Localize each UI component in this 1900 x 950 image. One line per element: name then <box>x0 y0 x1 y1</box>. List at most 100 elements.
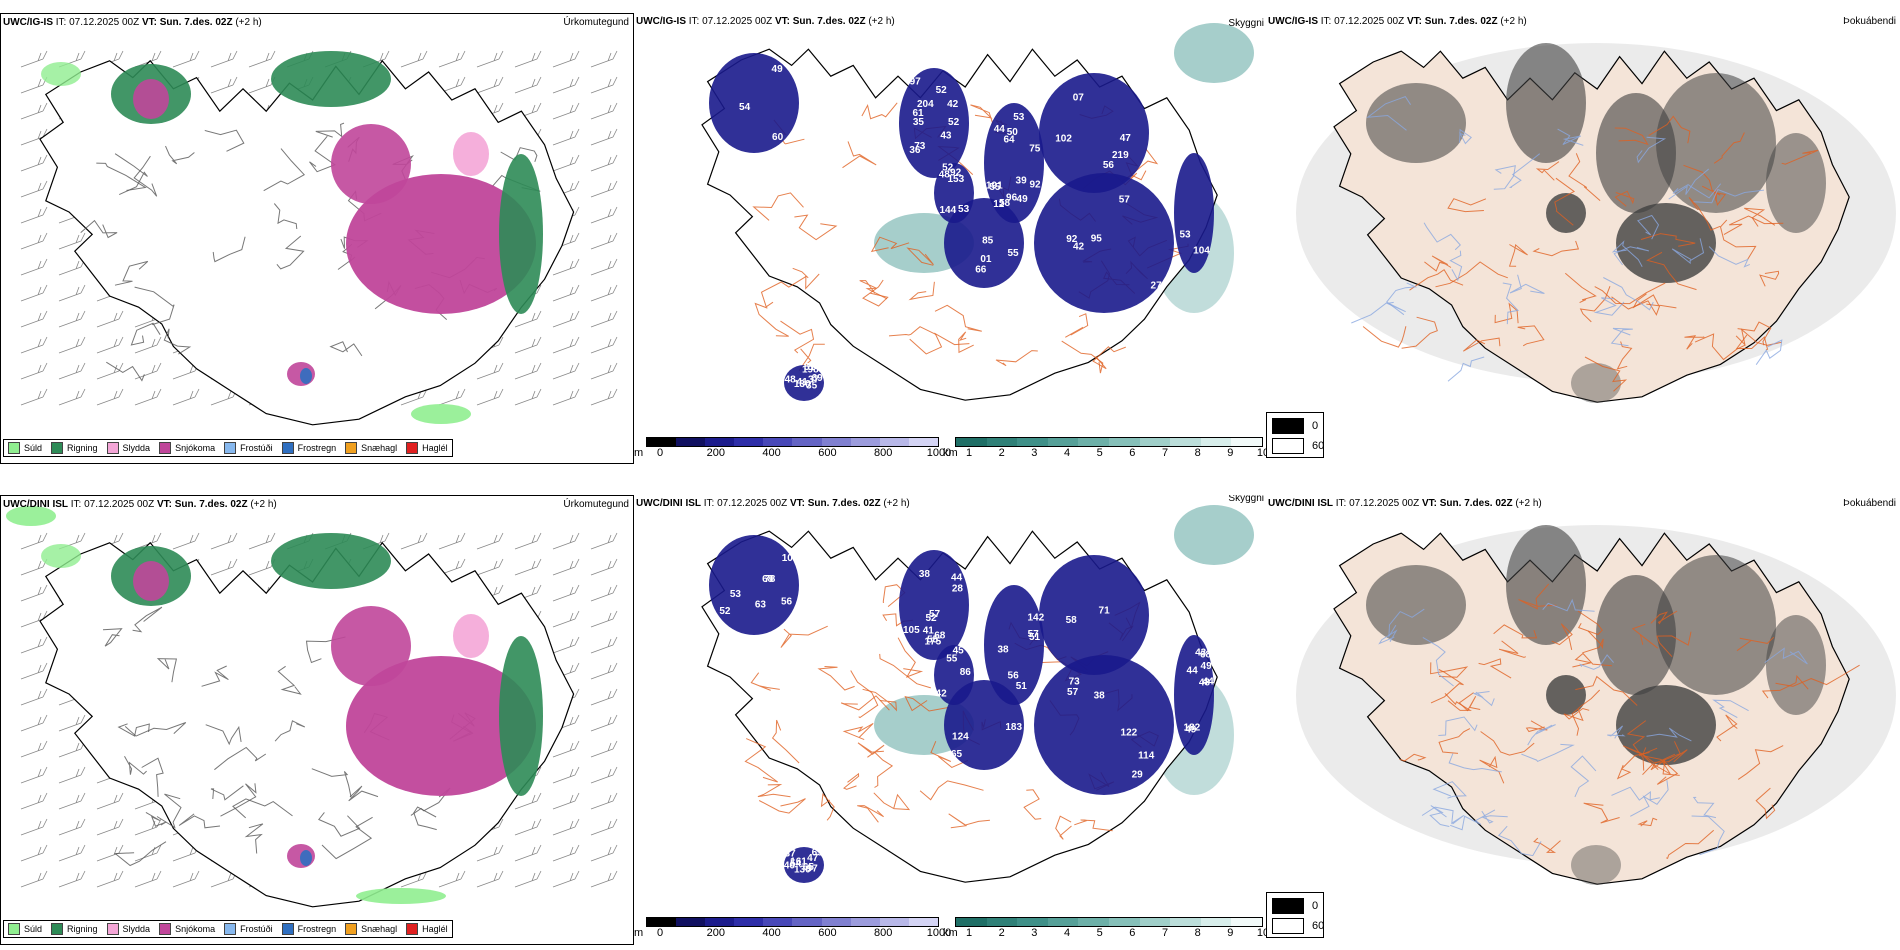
road-line <box>874 751 894 788</box>
wind-barb <box>514 818 542 836</box>
low-ceiling-area <box>1034 655 1174 795</box>
wind-barb <box>20 740 48 758</box>
low-ceiling-area <box>784 847 824 883</box>
fog-swatch-60 <box>1272 438 1304 454</box>
wind-barb <box>96 870 124 888</box>
wind-barb <box>58 714 86 732</box>
legend-swatch <box>51 923 64 935</box>
road-line <box>1533 837 1561 853</box>
ceiling-value-label: 105 <box>903 625 920 636</box>
wind-barb <box>134 388 162 406</box>
road-line <box>1517 325 1545 347</box>
colorbar-segment <box>705 438 735 446</box>
ceiling-value-label: 183 <box>1005 722 1022 733</box>
colorbar-segment <box>879 438 909 446</box>
wind-barb <box>552 532 580 550</box>
colorbar-segment <box>1200 438 1232 446</box>
wind-barb <box>514 50 542 68</box>
colorbar-segment <box>986 438 1018 446</box>
road-line <box>1611 786 1660 801</box>
road-line <box>1691 815 1725 856</box>
wind-barb <box>552 284 580 302</box>
low-ceiling-area <box>1039 73 1149 193</box>
wind-barb <box>20 76 48 94</box>
wind-barb <box>248 532 276 550</box>
road-line <box>1568 153 1601 201</box>
fog-shade <box>1366 83 1466 163</box>
wind-barb <box>552 844 580 862</box>
road-line <box>1737 745 1784 780</box>
colorbar-segment <box>1047 918 1079 926</box>
colorbar-segment <box>986 918 1018 926</box>
ceiling-value-label: 85 <box>982 235 994 246</box>
wind-barb <box>590 206 618 224</box>
wind-barb <box>58 818 86 836</box>
colorbar-segment <box>763 438 793 446</box>
road-line <box>1493 165 1516 190</box>
fog-shade <box>1616 685 1716 765</box>
road-line <box>1636 136 1667 164</box>
ceiling-value-label: 104 <box>1193 245 1210 256</box>
road-line <box>1781 149 1819 165</box>
colorbar-tick: 600 <box>818 447 837 459</box>
road-line <box>1409 268 1464 291</box>
ceiling-value-label: 37 <box>785 849 797 860</box>
wind-barb <box>552 258 580 276</box>
ceiling-value-label: 68 <box>1200 650 1212 661</box>
road-line <box>1683 164 1721 196</box>
road-line <box>309 135 336 173</box>
ceiling-value-label: 28 <box>952 583 964 594</box>
road-line <box>1650 753 1680 776</box>
road-line <box>1532 240 1580 257</box>
legend-item: Rigning <box>51 442 98 454</box>
wind-barb <box>590 584 618 602</box>
road-line <box>1481 810 1508 824</box>
wind-barb <box>476 50 504 68</box>
road-line <box>897 637 924 678</box>
road-line <box>1593 297 1625 316</box>
road-line <box>1472 691 1495 707</box>
road-line <box>1478 658 1512 679</box>
colorbar-segment <box>734 438 764 446</box>
legend-item: Frostúði <box>224 923 273 935</box>
colorbar-tick: 3 <box>1031 447 1038 459</box>
ceiling-value-label: 47 <box>807 853 819 864</box>
ceiling-value-label: 144 <box>939 205 956 216</box>
visibility-area <box>1174 23 1254 83</box>
wind-barb <box>552 154 580 172</box>
wind-barb <box>590 310 618 328</box>
visibility-panel-row2: 65 56 44 43 38 38 78 57 57 58 10 57 52 51 68 45 65 161 105… <box>634 495 1266 945</box>
legend-item: Snjókoma <box>159 442 215 454</box>
road-line <box>1692 796 1717 819</box>
legend-label: Frostregn <box>297 443 337 453</box>
colorbar-segment <box>908 918 938 926</box>
panel-title: Skyggni <box>1228 18 1264 29</box>
ceiling-value-label: 52 <box>948 117 960 128</box>
panel-header: UWC/IG-IS IT: 07.12.2025 00Z VT: Sun. 7.… <box>1268 16 1527 27</box>
ceiling-value-label: 124 <box>952 732 969 743</box>
road-line <box>1527 724 1556 746</box>
road-line <box>1671 238 1705 265</box>
fog-shade <box>1596 575 1676 695</box>
panel-header: UWC/DINI ISL IT: 07.12.2025 00Z VT: Sun.… <box>1268 498 1542 509</box>
road-line <box>861 102 898 120</box>
road-line <box>220 783 257 817</box>
wind-barb <box>20 766 48 784</box>
colorbar-segment <box>1231 438 1262 446</box>
drizzle-area <box>41 62 81 86</box>
snow-area <box>331 124 411 204</box>
road-line <box>1672 183 1722 199</box>
road-line <box>1755 339 1783 365</box>
colorbar-segment <box>763 918 793 926</box>
wind-barb <box>20 128 48 146</box>
ceiling-value-label: 65 <box>951 749 963 760</box>
ceiling-value-label: 52 <box>925 613 937 624</box>
ceiling-value-label: 71 <box>1099 606 1111 617</box>
wind-barb <box>20 206 48 224</box>
ceiling-value-label: 42 <box>947 99 959 110</box>
road-line <box>1648 115 1691 144</box>
ceiling-value-label: 114 <box>1138 750 1155 761</box>
ceiling-value-label: 73 <box>914 141 926 152</box>
rain-area <box>499 636 543 796</box>
legend-label: Rigning <box>67 443 98 453</box>
